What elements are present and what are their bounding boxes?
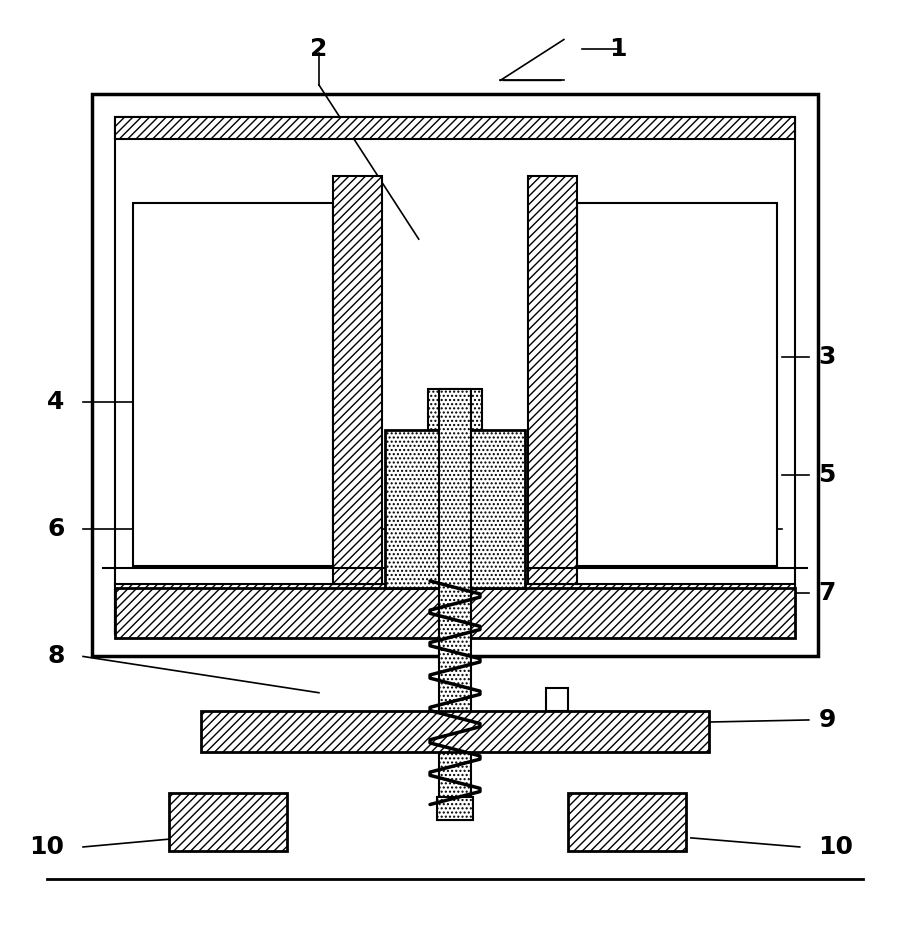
Bar xyxy=(578,203,777,565)
Bar xyxy=(115,117,795,140)
Text: 2: 2 xyxy=(310,37,328,61)
Text: 7: 7 xyxy=(818,581,835,605)
Text: 4: 4 xyxy=(47,390,65,414)
Text: 1: 1 xyxy=(610,37,627,61)
Text: 8: 8 xyxy=(47,644,65,669)
Bar xyxy=(201,711,709,751)
Text: 10: 10 xyxy=(29,835,65,859)
Text: 5: 5 xyxy=(818,463,835,487)
Bar xyxy=(385,429,525,588)
Text: 9: 9 xyxy=(818,708,835,732)
Bar xyxy=(546,688,569,711)
Bar xyxy=(133,203,332,565)
Bar xyxy=(115,588,795,638)
Bar xyxy=(428,389,482,429)
Bar xyxy=(528,176,578,584)
Bar xyxy=(115,584,795,634)
Bar xyxy=(169,792,288,851)
Text: 3: 3 xyxy=(818,345,835,369)
Bar xyxy=(332,176,382,584)
Bar xyxy=(115,117,795,634)
Bar xyxy=(437,797,473,820)
Bar xyxy=(440,389,470,820)
Bar xyxy=(569,792,686,851)
Text: 6: 6 xyxy=(47,518,65,541)
Text: 10: 10 xyxy=(818,835,854,859)
Bar xyxy=(92,94,818,656)
